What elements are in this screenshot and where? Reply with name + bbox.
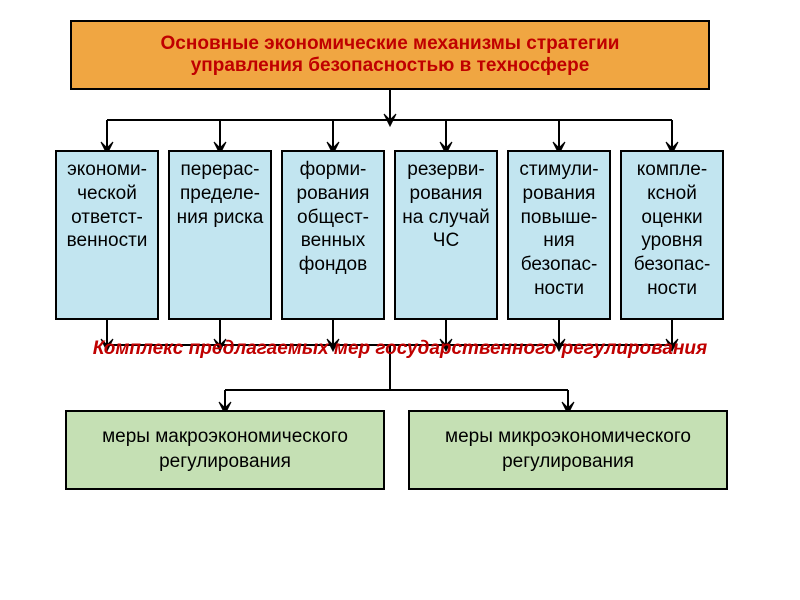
mechanism-text: экономи-ческой ответст-венности bbox=[59, 158, 155, 253]
mechanism-box-3: резерви-рования на случай ЧС bbox=[394, 150, 498, 320]
middle-label: Комплекс предлагаемых мер государственно… bbox=[60, 337, 740, 362]
mechanism-text: перерас-пределе-ния риска bbox=[172, 158, 268, 229]
mechanism-text: форми-рования общест-венных фондов bbox=[285, 158, 381, 277]
measure-box-0: меры макроэкономического регулирования bbox=[65, 410, 385, 490]
mechanism-box-4: стимули-рования повыше-ния безопас-ности bbox=[507, 150, 611, 320]
mechanism-box-5: компле-ксной оценки уровня безопас-ности bbox=[620, 150, 724, 320]
mechanism-text: резерви-рования на случай ЧС bbox=[398, 158, 494, 253]
mechanism-text: стимули-рования повыше-ния безопас-ности bbox=[511, 158, 607, 301]
middle-label-text: Комплекс предлагаемых мер государственно… bbox=[93, 338, 707, 359]
measure-text: меры макроэкономического регулирования bbox=[77, 425, 373, 474]
title-text: Основные экономические механизмы стратег… bbox=[102, 33, 678, 77]
mechanism-box-0: экономи-ческой ответст-венности bbox=[55, 150, 159, 320]
mechanism-box-1: перерас-пределе-ния риска bbox=[168, 150, 272, 320]
measure-text: меры микроэкономического регулирования bbox=[420, 425, 716, 474]
title-box: Основные экономические механизмы стратег… bbox=[70, 20, 710, 90]
mechanism-text: компле-ксной оценки уровня безопас-ности bbox=[624, 158, 720, 301]
mechanism-box-2: форми-рования общест-венных фондов bbox=[281, 150, 385, 320]
measure-box-1: меры микроэкономического регулирования bbox=[408, 410, 728, 490]
